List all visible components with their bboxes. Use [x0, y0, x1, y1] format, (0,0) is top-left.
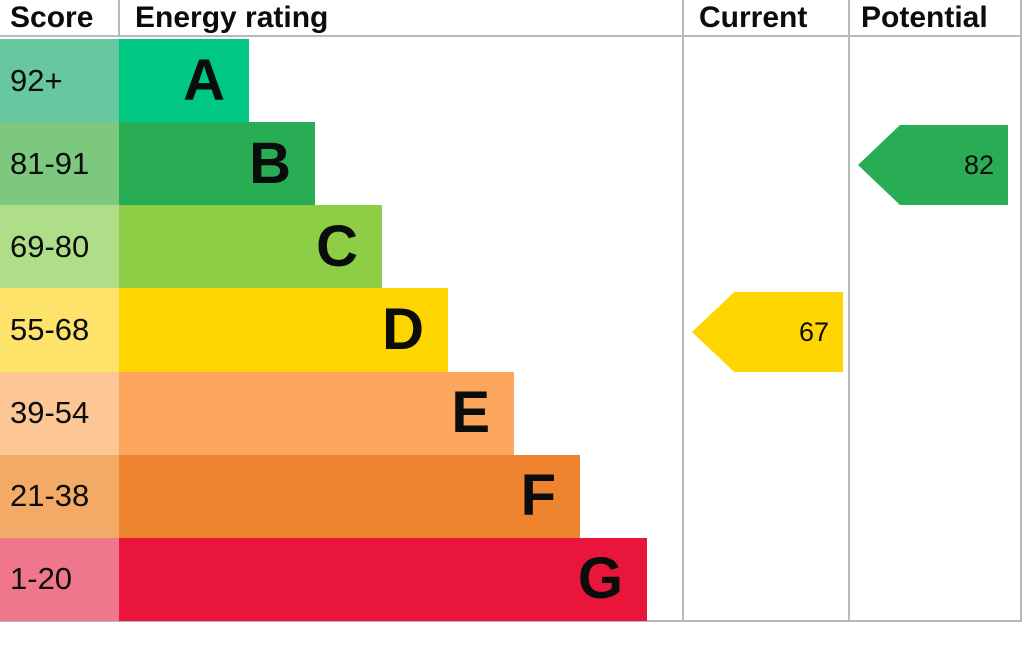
- table-bottom-border: [0, 620, 1022, 622]
- rating-letter: G: [577, 546, 623, 612]
- band-row-d: 55-68 D: [0, 288, 1022, 372]
- band-row-e: 39-54 E: [0, 371, 1022, 455]
- score-range: 55-68: [0, 288, 119, 372]
- column-header-energy-rating: Energy rating: [135, 1, 329, 34]
- column-header-score: Score: [10, 1, 94, 34]
- rating-letter: F: [520, 463, 556, 529]
- score-range: 92+: [0, 39, 119, 123]
- rating-bar-d: D: [119, 288, 448, 372]
- rating-letter: A: [183, 47, 225, 113]
- column-header-current: Current: [699, 1, 808, 34]
- score-range: 21-38: [0, 454, 119, 538]
- rating-letter: D: [382, 296, 424, 362]
- rating-bar-g: G: [119, 537, 647, 621]
- rating-bar-c: C: [119, 205, 382, 289]
- rating-bar-f: F: [119, 454, 580, 538]
- band-row-b: 81-91 B: [0, 122, 1022, 206]
- score-range: 39-54: [0, 371, 119, 455]
- potential-rating-value: 82: [963, 149, 994, 180]
- divider-score-rating: [118, 0, 120, 37]
- table-right-border: [1020, 0, 1022, 622]
- divider-current-potential: [848, 0, 850, 622]
- rating-bar-e: E: [119, 371, 514, 455]
- rating-bar-b: B: [119, 122, 315, 206]
- rating-letter: E: [451, 380, 490, 446]
- band-row-f: 21-38 F: [0, 454, 1022, 538]
- divider-rating-current: [682, 0, 684, 622]
- band-row-g: 1-20 G: [0, 537, 1022, 621]
- rating-bands: 92+ A 81-91 B 69-80 C 55-68 D 39-54: [0, 39, 1022, 621]
- column-header-potential: Potential: [861, 1, 988, 34]
- rating-letter: B: [249, 130, 291, 196]
- rating-letter: C: [316, 213, 358, 279]
- header-bottom-border: [0, 35, 1022, 37]
- rating-bar-a: A: [119, 39, 249, 123]
- score-range: 81-91: [0, 122, 119, 206]
- score-range: 69-80: [0, 205, 119, 289]
- score-range: 1-20: [0, 537, 119, 621]
- current-rating-value: 67: [798, 316, 829, 347]
- band-row-a: 92+ A: [0, 39, 1022, 123]
- band-row-c: 69-80 C: [0, 205, 1022, 289]
